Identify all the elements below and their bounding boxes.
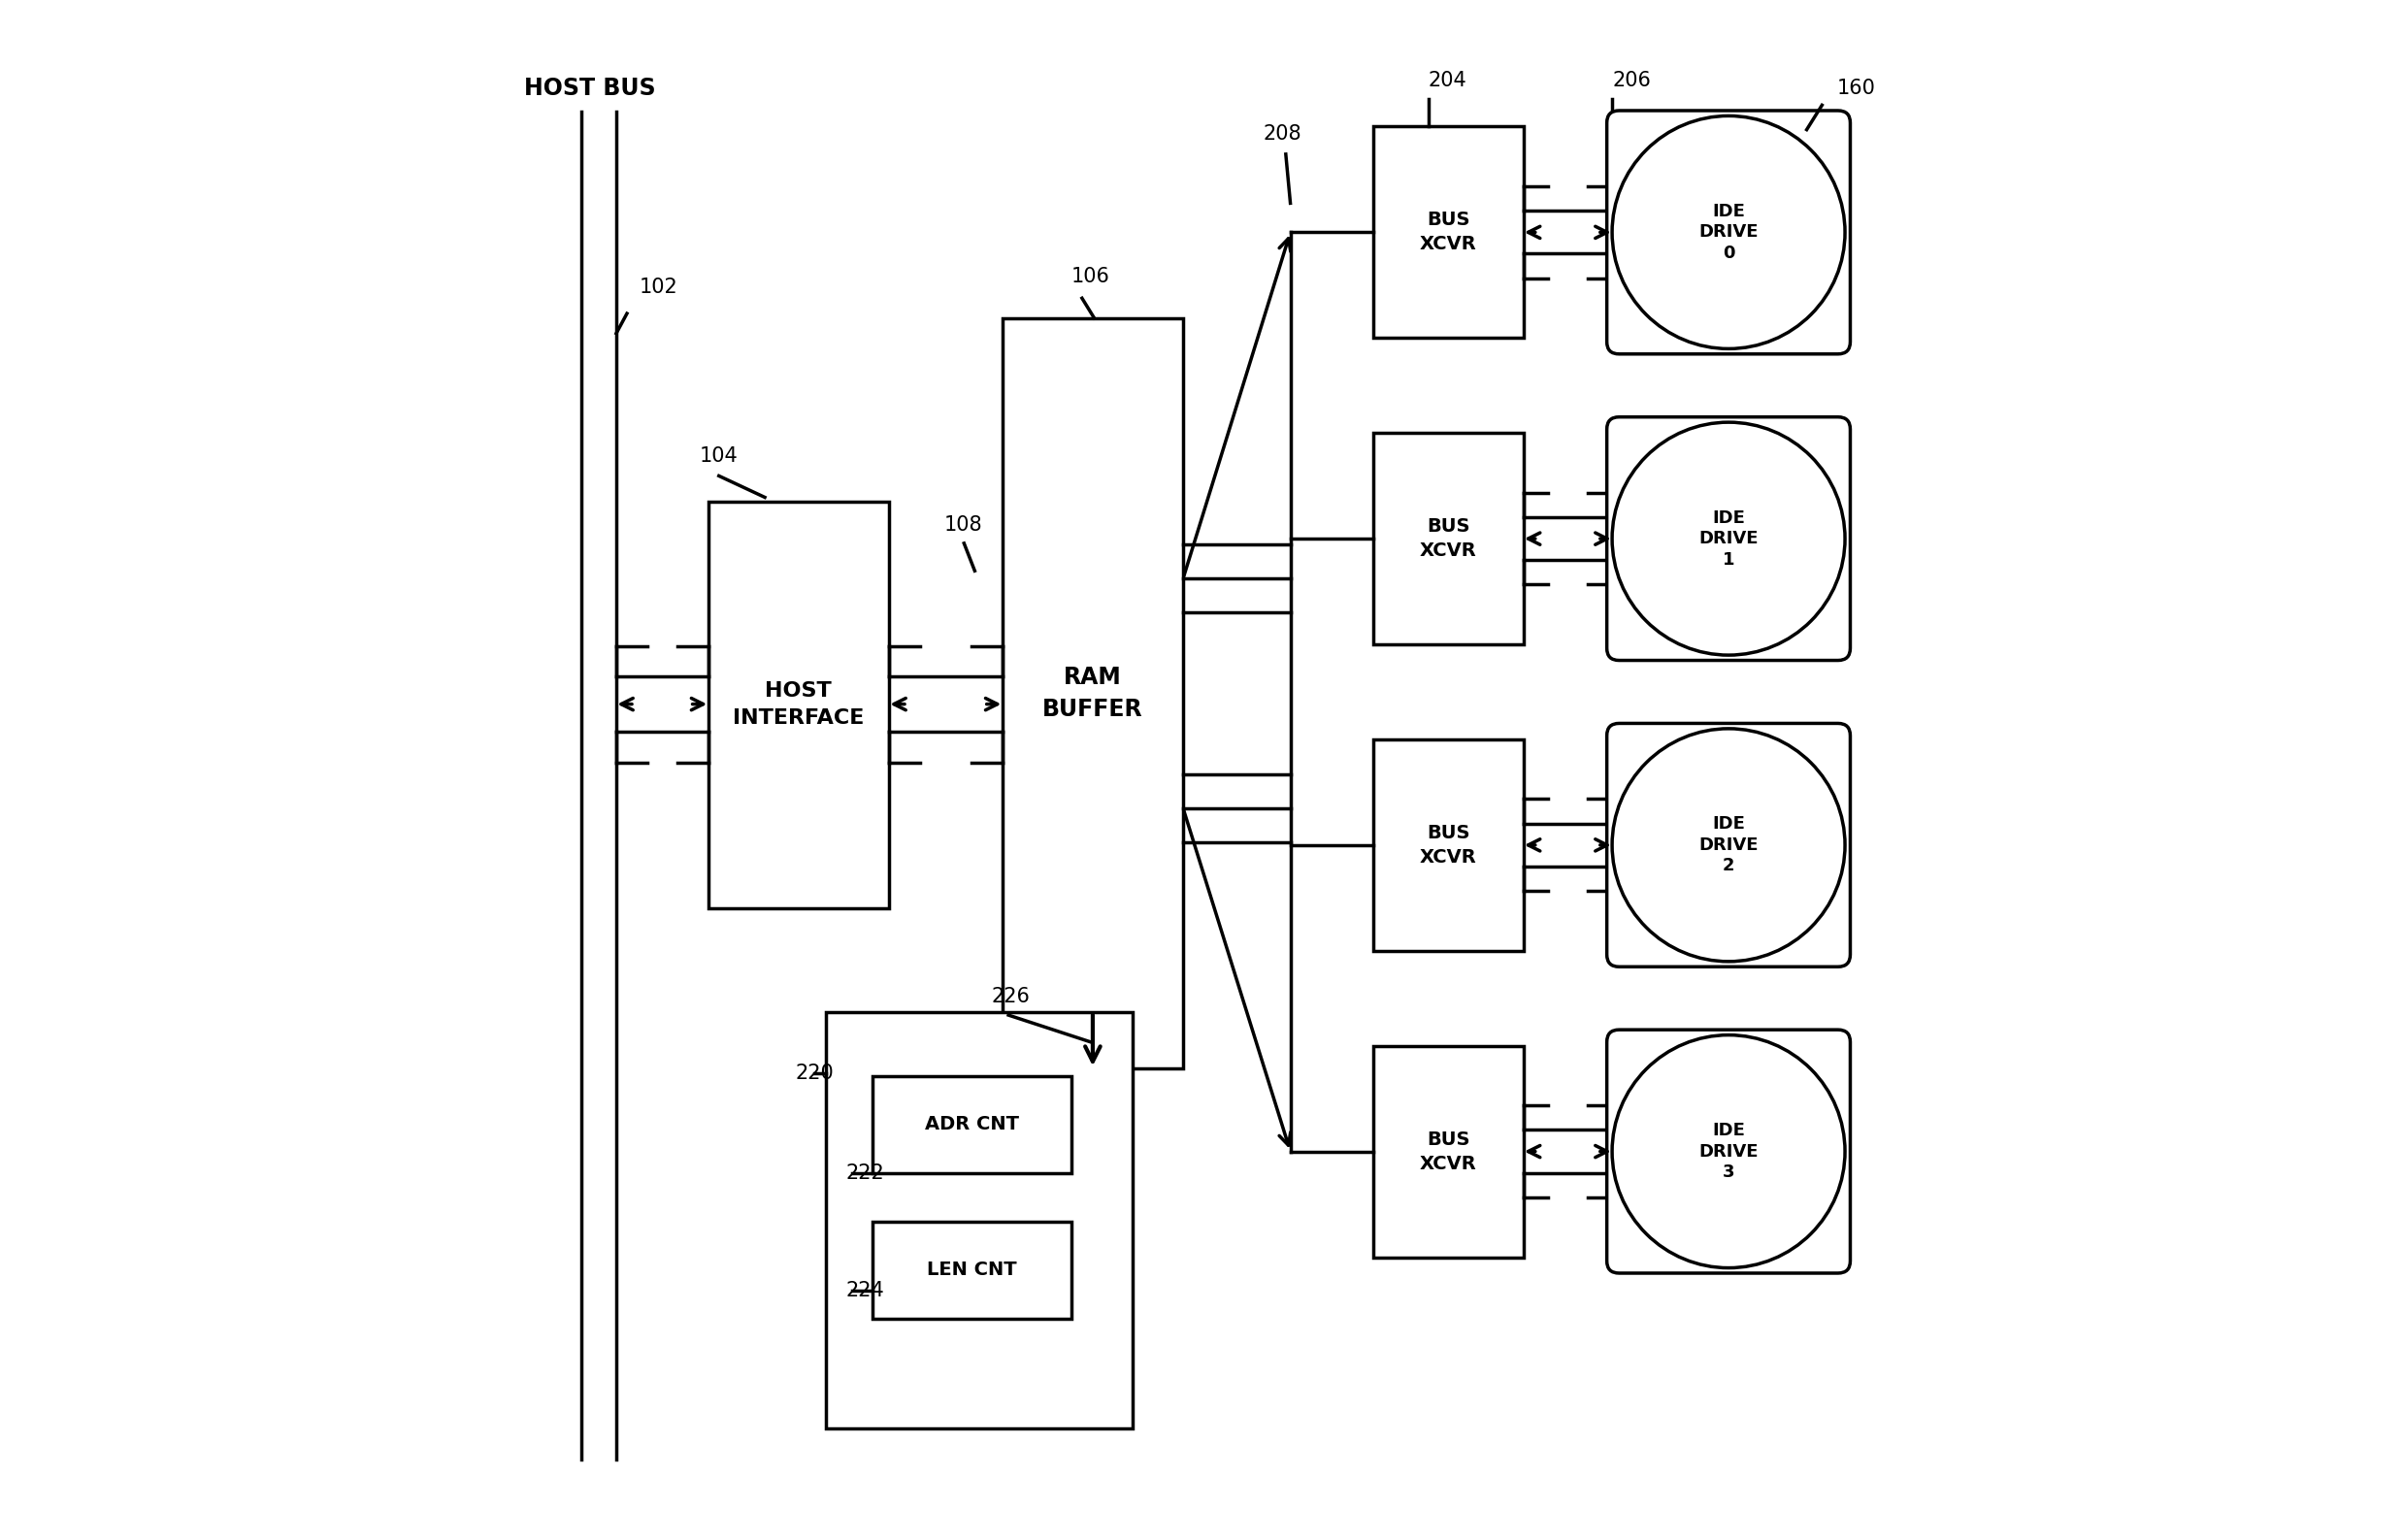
Text: 104: 104 xyxy=(699,447,738,465)
FancyBboxPatch shape xyxy=(1608,417,1850,661)
Text: 226: 226 xyxy=(992,987,1031,1007)
Bar xyxy=(1372,739,1524,950)
Bar xyxy=(1002,319,1182,1069)
Bar xyxy=(1372,126,1524,337)
Text: HOST
INTERFACE: HOST INTERFACE xyxy=(733,682,865,728)
Bar xyxy=(872,1076,1072,1173)
Bar xyxy=(827,1012,1132,1429)
Text: IDE
DRIVE
3: IDE DRIVE 3 xyxy=(1699,1121,1759,1181)
Text: 206: 206 xyxy=(1612,71,1651,91)
Bar xyxy=(709,502,889,909)
Text: BUS
XCVR: BUS XCVR xyxy=(1420,211,1478,254)
Text: 224: 224 xyxy=(846,1281,884,1301)
Text: BUS
XCVR: BUS XCVR xyxy=(1420,1130,1478,1173)
Bar xyxy=(1372,1046,1524,1257)
Text: 204: 204 xyxy=(1427,71,1466,91)
Bar xyxy=(872,1221,1072,1318)
FancyBboxPatch shape xyxy=(1608,724,1850,967)
Text: 208: 208 xyxy=(1264,125,1302,143)
Circle shape xyxy=(1612,1035,1846,1267)
FancyBboxPatch shape xyxy=(1608,1030,1850,1274)
Text: RAM
BUFFER: RAM BUFFER xyxy=(1043,665,1144,721)
Text: 222: 222 xyxy=(846,1163,884,1183)
Circle shape xyxy=(1612,116,1846,348)
Text: ADR CNT: ADR CNT xyxy=(925,1115,1019,1133)
Circle shape xyxy=(1612,728,1846,961)
Text: IDE
DRIVE
2: IDE DRIVE 2 xyxy=(1699,816,1759,875)
Text: LEN CNT: LEN CNT xyxy=(928,1261,1016,1280)
Text: BUS
XCVR: BUS XCVR xyxy=(1420,824,1478,867)
Text: 102: 102 xyxy=(639,277,678,297)
Text: 106: 106 xyxy=(1072,266,1110,286)
Text: IDE
DRIVE
0: IDE DRIVE 0 xyxy=(1699,203,1759,262)
Text: HOST BUS: HOST BUS xyxy=(524,77,656,100)
FancyBboxPatch shape xyxy=(1608,111,1850,354)
Text: 108: 108 xyxy=(944,516,983,534)
Text: 160: 160 xyxy=(1838,79,1877,99)
Bar xyxy=(1372,433,1524,644)
Text: 220: 220 xyxy=(795,1064,834,1083)
Text: BUS
XCVR: BUS XCVR xyxy=(1420,517,1478,561)
Text: IDE
DRIVE
1: IDE DRIVE 1 xyxy=(1699,510,1759,568)
Circle shape xyxy=(1612,422,1846,654)
